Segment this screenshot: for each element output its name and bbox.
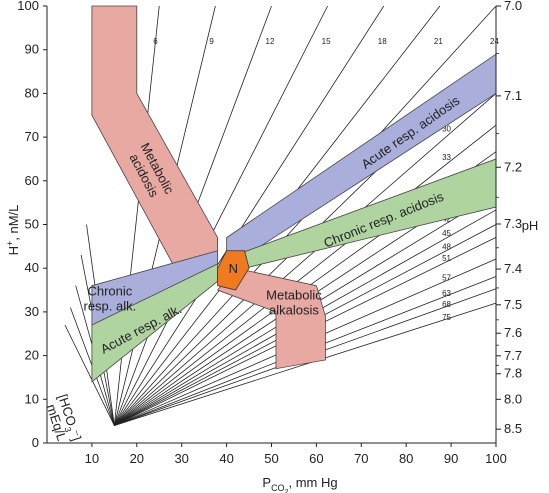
y-left-axis-title-main: H	[6, 246, 21, 255]
y-right-tick-label: 7.7	[504, 348, 522, 363]
x-tick-label: 70	[354, 451, 368, 466]
region-label-line: alkalosis	[269, 303, 319, 318]
isobar-label-45: 45	[442, 229, 451, 238]
isobar-label-24: 24	[490, 37, 499, 46]
isobar-label-18: 18	[378, 37, 387, 46]
isobar-label-33: 33	[442, 153, 451, 162]
y-right-tick-label: 8.5	[504, 421, 522, 436]
x-axis-title: PCO2, mm Hg	[262, 475, 337, 493]
hco3-label: [HCO3⁻] mEq/L	[44, 392, 85, 442]
isobar-label-68: 68	[442, 300, 451, 309]
y-left-tick-label: 100	[17, 0, 39, 13]
y-right-axis-title: pH	[522, 218, 539, 233]
x-axis-title-subsub: 2	[285, 489, 289, 493]
y-right-tick-label: 7.5	[504, 297, 522, 312]
isobar-line-30	[114, 93, 497, 426]
y-left-axis-title-rest: , nM/L	[6, 205, 21, 241]
region-metabolic-alkalosis	[216, 267, 326, 370]
isobar-label-57: 57	[442, 273, 451, 282]
x-axis-title-main: P	[262, 475, 271, 490]
y-left-tick-label: 0	[32, 435, 39, 450]
x-tick-label: 50	[264, 451, 278, 466]
x-tick-label: 80	[399, 451, 413, 466]
isobar-label-6: 6	[153, 37, 158, 46]
isobar-line-75	[114, 302, 497, 426]
isobar-label-30: 30	[442, 124, 451, 133]
region-label-line: Chronic	[87, 283, 132, 298]
isobar-line-33	[114, 124, 497, 426]
x-tick-label: 60	[309, 451, 323, 466]
isobar-label-75: 75	[442, 313, 451, 322]
x-tick-label: 30	[174, 451, 188, 466]
x-axis-title-rest: , mm Hg	[288, 475, 337, 490]
y-left-tick-label: 40	[25, 260, 39, 275]
region-label-line: Metabolic	[266, 288, 322, 303]
y-left-tick-label: 60	[25, 173, 39, 188]
normal-label: N	[229, 261, 238, 276]
acid-base-regions	[91, 5, 497, 383]
y-right-tick-label: 7.3	[504, 216, 522, 231]
y-left-tick-label: 70	[25, 129, 39, 144]
region-label-line: resp. alk.	[83, 298, 136, 313]
isobar-fan-line-0	[64, 324, 115, 426]
y-right-tick-label: 7.1	[504, 88, 522, 103]
isobar-label-51: 51	[442, 254, 451, 263]
y-right-tick-label: 7.2	[504, 159, 522, 174]
x-tick-label: 20	[130, 451, 144, 466]
isobar-label-12: 12	[266, 37, 275, 46]
y-left-tick-label: 90	[25, 42, 39, 57]
isobar-line-18	[114, 5, 385, 426]
y-left-tick-label: 80	[25, 85, 39, 100]
x-axis-title-sub: CO	[271, 483, 285, 493]
y-left-tick-label: 30	[25, 304, 39, 319]
y-left-axis-title-sup: +	[5, 241, 15, 246]
isobar-label-15: 15	[322, 37, 331, 46]
y-left-tick-label: 50	[25, 217, 39, 232]
x-tick-label: 90	[444, 451, 458, 466]
isobar-line-15	[113, 5, 328, 426]
isobar-label-9: 9	[209, 37, 214, 46]
y-right-tick-label: 7.8	[504, 366, 522, 381]
isobar-label-48: 48	[442, 242, 451, 251]
x-tick-label: 100	[485, 451, 507, 466]
isobar-label-21: 21	[434, 37, 443, 46]
y-left-tick-label: 20	[25, 348, 39, 363]
x-tick-label: 40	[219, 451, 233, 466]
x-tick-label: 10	[85, 451, 99, 466]
y-right-tick-label: 7.0	[504, 0, 522, 13]
axes: 10 20 30 40 50 60 70 80 90 100 0 10 20 30 40 50 60 70 80 90…	[17, 0, 522, 466]
region-normal	[217, 250, 250, 291]
y-right-tick-label: 8.0	[504, 391, 522, 406]
isobar-label-63: 63	[442, 289, 451, 298]
y-left-tick-label: 10	[25, 391, 39, 406]
y-left-axis-title: H+, nM/L	[5, 205, 21, 256]
y-right-tick-label: 7.4	[504, 261, 522, 276]
y-right-tick-label: 7.6	[504, 325, 522, 340]
